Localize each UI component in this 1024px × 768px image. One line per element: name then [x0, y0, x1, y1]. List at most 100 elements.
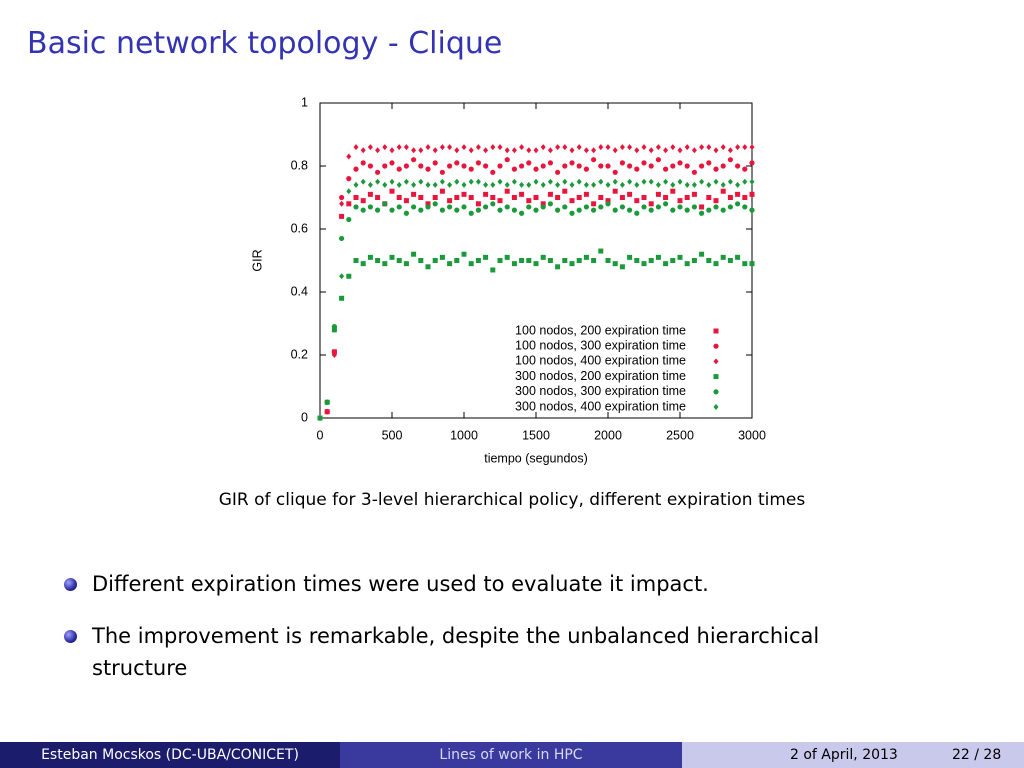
data-point: [490, 144, 496, 151]
data-point: [454, 178, 460, 185]
data-point: [735, 144, 741, 151]
data-point: [562, 188, 568, 194]
data-point: [555, 169, 561, 175]
data-point: [396, 204, 402, 210]
data-point: [562, 144, 568, 151]
data-point: [382, 181, 388, 188]
data-point: [691, 204, 698, 210]
data-point: [641, 195, 647, 200]
data-point: [670, 181, 676, 188]
data-point: [591, 207, 597, 213]
data-point: [670, 258, 676, 263]
data-point: [447, 181, 453, 188]
data-point: [641, 204, 647, 210]
data-point: [749, 261, 755, 267]
data-point: [612, 188, 618, 194]
data-point: [655, 204, 662, 210]
data-point: [569, 210, 575, 216]
data-point: [684, 181, 690, 188]
footer-right: 2 of April, 2013 22 / 28: [682, 742, 1024, 768]
data-point: [648, 178, 654, 185]
data-point: [720, 188, 726, 194]
data-point: [540, 163, 546, 169]
data-point: [411, 181, 417, 188]
data-point: [490, 201, 496, 207]
data-point: [591, 201, 597, 207]
data-point: [598, 195, 604, 200]
data-point: [375, 147, 381, 154]
data-point: [483, 147, 489, 154]
data-point: [389, 207, 395, 213]
data-point: [396, 195, 402, 200]
data-point: [483, 191, 489, 197]
data-point: [439, 254, 445, 260]
data-point: [461, 251, 467, 257]
data-point: [591, 258, 597, 263]
bullet-text: Different expiration times were used to …: [92, 572, 709, 596]
data-point: [648, 207, 654, 213]
data-point: [411, 204, 417, 210]
data-point: [339, 200, 345, 207]
data-point: [576, 195, 582, 200]
data-point: [418, 178, 424, 185]
data-point: [713, 261, 719, 267]
data-point: [346, 153, 352, 160]
data-point: [504, 254, 510, 260]
data-point: [691, 258, 697, 263]
data-point: [403, 163, 409, 169]
data-point: [353, 181, 359, 188]
data-point: [655, 181, 661, 188]
data-point: [555, 144, 561, 151]
data-point: [389, 160, 395, 166]
x-tick-label: 1000: [450, 428, 478, 442]
data-point: [418, 163, 424, 169]
data-point: [742, 178, 748, 185]
data-point: [511, 166, 517, 172]
data-point: [569, 181, 575, 188]
data-point: [641, 261, 647, 267]
data-point: [641, 160, 647, 166]
x-tick-label: 2000: [594, 428, 622, 442]
data-point: [648, 163, 654, 169]
data-point: [475, 178, 481, 185]
data-point: [677, 204, 683, 210]
chart: 0 500 1000 1500 2000 2500 3000 0 0.2 0.4 0.6 0.8 1 ti…: [250, 95, 766, 465]
data-point: [634, 166, 640, 172]
data-point: [619, 264, 625, 270]
data-point: [454, 147, 460, 154]
data-point: [713, 166, 719, 172]
data-point: [655, 144, 661, 151]
data-point: [598, 163, 604, 169]
data-point: [317, 415, 323, 421]
data-point: [547, 191, 553, 197]
data-point: [504, 147, 510, 154]
data-point: [583, 181, 589, 188]
data-point: [360, 261, 366, 267]
data-point: [389, 178, 395, 185]
data-point: [540, 181, 546, 188]
data-point: [540, 144, 546, 151]
data-point: [519, 163, 525, 169]
data-point: [425, 144, 431, 151]
data-point: [735, 201, 741, 207]
data-point: [432, 258, 438, 263]
data-point: [591, 181, 597, 188]
data-point: [742, 261, 748, 267]
x-tick-label: 1500: [522, 428, 550, 442]
data-point: [461, 144, 467, 151]
data-point: [742, 195, 748, 200]
data-point: [684, 207, 690, 213]
data-point: [346, 201, 352, 207]
data-point: [533, 178, 539, 185]
data-point: [432, 147, 438, 154]
data-point: [418, 258, 424, 263]
data-point: [713, 204, 719, 210]
data-point: [576, 178, 582, 185]
data-point: [519, 210, 525, 216]
data-point: [619, 204, 626, 210]
data-point: [547, 201, 554, 207]
data-point: [555, 181, 561, 188]
data-point: [727, 204, 734, 210]
data-point: [468, 178, 474, 185]
data-point: [699, 178, 705, 185]
